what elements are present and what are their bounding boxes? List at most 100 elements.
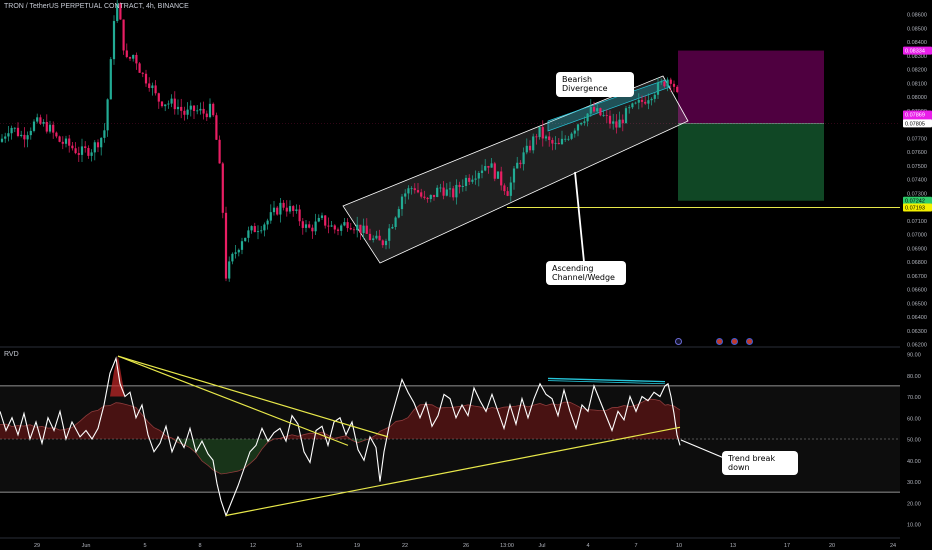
- candle-body: [455, 184, 458, 198]
- candle-body: [218, 139, 221, 164]
- ascending-channel: [342, 75, 689, 264]
- candle-body: [109, 59, 112, 100]
- candle-body: [442, 187, 445, 196]
- price-tick-label: 0.07300: [907, 191, 927, 197]
- rvd-tick-label: 30.00: [907, 480, 921, 486]
- candle-body: [650, 98, 653, 101]
- candle-body: [148, 83, 151, 89]
- candle-body: [503, 185, 506, 192]
- price-tick-label: 0.08400: [907, 40, 927, 46]
- time-tick-label: Jul: [538, 543, 545, 549]
- candle-body: [535, 136, 538, 138]
- candle-body: [461, 185, 464, 187]
- time-tick-label: 5: [143, 543, 146, 549]
- candle-body: [55, 132, 58, 137]
- candle-body: [615, 121, 618, 128]
- candle-body: [269, 212, 272, 221]
- time-tick-label: 20: [829, 543, 835, 549]
- candle-body: [208, 103, 212, 118]
- candle-body: [228, 261, 231, 279]
- candle-body: [410, 188, 413, 190]
- rvd-tick-label: 60.00: [907, 416, 921, 422]
- price-badge-label: 0.07242: [905, 199, 925, 205]
- us-flag-event-icon[interactable]: [746, 338, 753, 345]
- rvd-divergence-line: [547, 377, 666, 383]
- candle-body: [164, 104, 167, 107]
- rvd-trendline-lower: [225, 426, 681, 517]
- indicator-label: RVD: [4, 351, 19, 358]
- time-tick-label: 13: [730, 543, 736, 549]
- candle-body: [58, 136, 61, 142]
- rvd-tick-label: 90.00: [907, 353, 921, 359]
- candle-body: [298, 209, 301, 222]
- us-flag-event-icon[interactable]: [731, 338, 738, 345]
- candle-body: [320, 215, 324, 218]
- candle-body: [183, 110, 186, 115]
- candle-body: [212, 103, 215, 116]
- price-tick-label: 0.08200: [907, 68, 927, 74]
- price-badge-label: 0.07869: [905, 113, 925, 119]
- candle-body: [173, 98, 176, 110]
- candle-body: [372, 238, 375, 241]
- candle-body: [528, 145, 532, 151]
- candle-body: [596, 108, 599, 112]
- candle-body: [432, 194, 436, 197]
- candle-body: [391, 226, 394, 229]
- ascending-channel-callout: Ascending Channel/Wedge: [546, 261, 626, 285]
- candle-body: [375, 235, 378, 239]
- candle-body: [96, 142, 100, 148]
- candle-body: [116, 3, 119, 22]
- candle-body: [656, 82, 660, 95]
- candle-body: [45, 121, 48, 132]
- stop-loss-zone: [678, 50, 824, 124]
- time-tick-label: 12: [250, 543, 256, 549]
- candle-body: [400, 196, 404, 210]
- candle-body: [176, 106, 180, 110]
- candle-body: [333, 225, 336, 230]
- rvd-tick-label: 20.00: [907, 501, 921, 507]
- candle-body: [253, 226, 256, 233]
- candle-body: [170, 98, 173, 104]
- candle-body: [10, 127, 13, 134]
- candle-body: [464, 177, 468, 186]
- candle-body: [439, 187, 442, 189]
- candle-body: [551, 140, 554, 144]
- candle-body: [346, 222, 349, 229]
- candle-body: [564, 138, 567, 140]
- candle-body: [666, 79, 669, 87]
- candle-body: [525, 145, 528, 153]
- rvd-tick-label: 10.00: [907, 523, 921, 529]
- candle-body: [42, 121, 45, 124]
- candle-body: [397, 209, 400, 218]
- price-tick-label: 0.07600: [907, 150, 927, 156]
- rvd-tick-label: 50.00: [907, 438, 921, 444]
- candle-body: [429, 194, 432, 200]
- candle-body: [426, 197, 429, 200]
- rvd-trendline-upper-2: [117, 355, 349, 446]
- candle-body: [522, 152, 525, 165]
- candle-body: [471, 179, 474, 182]
- candle-body: [573, 130, 576, 134]
- candle-body: [186, 109, 189, 115]
- candle-body: [84, 146, 87, 149]
- candle-body: [327, 225, 330, 227]
- candle-body: [308, 224, 311, 228]
- candle-body: [288, 206, 292, 212]
- candle-body: [605, 115, 608, 117]
- event-icon[interactable]: [675, 338, 682, 345]
- candle-body: [336, 229, 340, 231]
- candle-body: [436, 187, 439, 197]
- candle-body: [266, 220, 269, 225]
- price-tick-label: 0.06900: [907, 246, 927, 252]
- candle-body: [500, 171, 503, 186]
- candle-body: [90, 152, 93, 156]
- candle-body: [340, 225, 343, 231]
- candle-body: [554, 142, 557, 144]
- candle-body: [160, 101, 164, 107]
- candle-body: [580, 122, 583, 125]
- time-tick-label: 24: [890, 543, 896, 549]
- candle-body: [4, 136, 7, 139]
- us-flag-event-icon[interactable]: [716, 338, 723, 345]
- price-tick-label: 0.08000: [907, 95, 927, 101]
- candle-body: [279, 202, 282, 215]
